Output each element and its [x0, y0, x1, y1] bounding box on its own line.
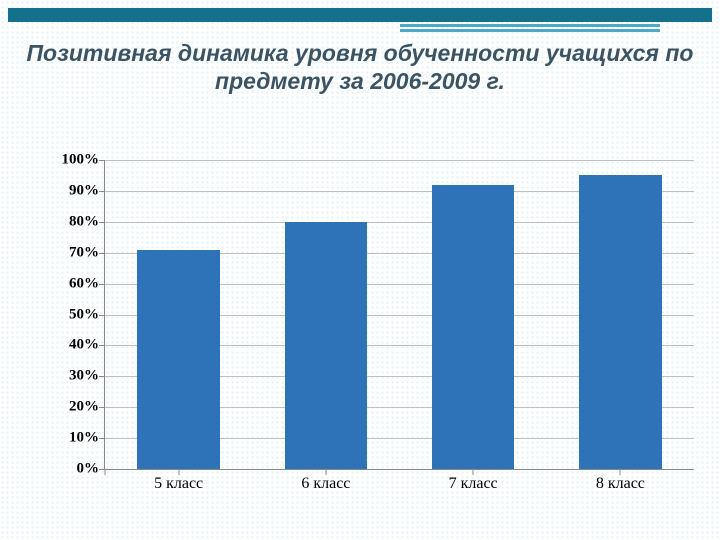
y-axis-label: 100%	[62, 152, 106, 169]
y-axis-label: 30%	[69, 368, 105, 385]
y-axis-label: 20%	[69, 399, 105, 416]
slide: Позитивная динамика уровня обученности у…	[0, 0, 720, 540]
plot-area: 0%10%20%30%40%50%60%70%80%90%100%5 класс…	[104, 160, 694, 470]
bar	[285, 222, 367, 469]
y-axis-label: 40%	[69, 337, 105, 354]
y-axis-label: 80%	[69, 213, 105, 230]
y-axis-label: 50%	[69, 306, 105, 323]
y-axis-label: 0%	[77, 461, 106, 478]
x-axis-label: 7 класс	[449, 469, 498, 493]
header-band	[8, 8, 712, 22]
bar	[579, 175, 661, 469]
x-axis-label: 6 класс	[301, 469, 350, 493]
slide-title: Позитивная динамика уровня обученности у…	[0, 40, 720, 95]
x-axis-label: 8 класс	[596, 469, 645, 493]
y-axis-label: 60%	[69, 275, 105, 292]
gridline	[105, 160, 694, 161]
header-accent-2	[400, 29, 660, 32]
header-accent-1	[400, 24, 660, 27]
y-axis-label: 10%	[69, 430, 105, 447]
x-axis-label: 5 класс	[154, 469, 203, 493]
bar-chart: 0%10%20%30%40%50%60%70%80%90%100%5 класс…	[40, 160, 700, 498]
x-tick	[105, 470, 106, 475]
bar	[137, 250, 219, 469]
y-axis-label: 70%	[69, 244, 105, 261]
bar	[432, 185, 514, 469]
y-axis-label: 90%	[69, 182, 105, 199]
